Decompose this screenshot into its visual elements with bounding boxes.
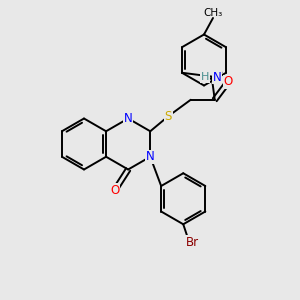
Text: O: O bbox=[224, 75, 233, 88]
Text: S: S bbox=[165, 110, 172, 123]
Text: O: O bbox=[110, 184, 119, 197]
Text: CH₃: CH₃ bbox=[203, 8, 223, 18]
Text: N: N bbox=[213, 71, 221, 84]
Text: Br: Br bbox=[186, 236, 199, 249]
Text: N: N bbox=[146, 150, 154, 163]
Text: N: N bbox=[124, 112, 133, 125]
Text: H: H bbox=[201, 72, 209, 82]
